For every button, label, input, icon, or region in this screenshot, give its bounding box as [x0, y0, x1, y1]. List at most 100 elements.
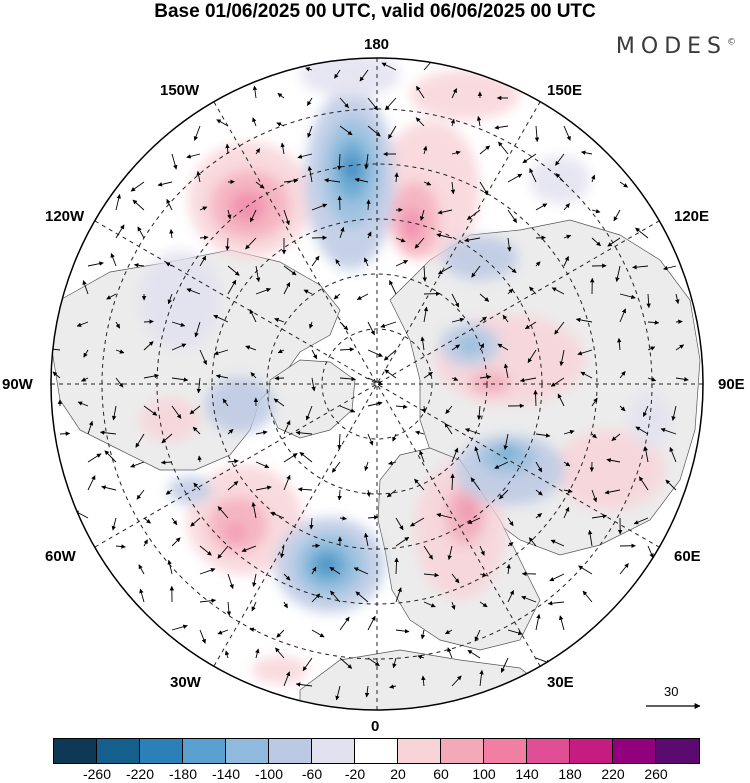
wind-arrow [227, 209, 232, 220]
wind-arrow [419, 209, 425, 221]
wind-arrow [333, 293, 341, 300]
wind-arrow [529, 286, 537, 295]
wind-arrow [503, 433, 509, 451]
wind-arrow [305, 67, 313, 72]
wind-arrow [227, 279, 237, 295]
wind-arrow [422, 265, 427, 282]
colorbar-swatch [398, 739, 441, 763]
wind-arrow [330, 590, 341, 603]
wind-arrow [245, 345, 257, 351]
wind-arrow [380, 321, 397, 328]
wind-arrow [52, 371, 61, 379]
colorbar-swatch [226, 739, 269, 763]
wind-arrow [193, 482, 201, 491]
wind-arrow [364, 685, 370, 698]
wind-arrow [295, 682, 313, 687]
wind-arrow [557, 393, 565, 407]
colorbar-tick-label: 60 [433, 766, 449, 782]
wind-arrow [389, 684, 397, 689]
wind-arrow [366, 489, 371, 497]
colorbar-tick-label: 20 [390, 766, 406, 782]
wind-arrow [161, 433, 173, 444]
wind-arrow [476, 405, 482, 421]
wind-arrow [422, 145, 428, 155]
wind-arrow [226, 601, 232, 616]
wind-arrow [309, 321, 314, 329]
wind-arrow [503, 363, 509, 379]
wind-arrow [420, 629, 426, 640]
colorbar-tick-label: 180 [558, 766, 582, 782]
wind-arrow [394, 172, 399, 183]
wind-arrow [255, 485, 272, 491]
wind-arrow [115, 193, 121, 211]
wind-arrow [143, 517, 151, 524]
wind-arrow [171, 321, 186, 327]
colorbar-tick-label: -20 [344, 766, 366, 782]
wind-arrow [83, 349, 89, 358]
wind-arrow [563, 234, 572, 239]
wind-arrow [339, 657, 353, 669]
wind-arrow [500, 657, 509, 673]
wind-arrow [665, 479, 677, 491]
colorbar-swatch [441, 739, 484, 763]
lon-label-90e: 90E [718, 376, 745, 393]
colorbar-ticks: -260 -220 -180 -140 -100 -60 -20 20 60 100 140 180 2… [0, 766, 750, 783]
wind-arrow [199, 235, 209, 240]
wind-arrow [111, 405, 117, 421]
wind-arrow [417, 655, 425, 660]
wind-arrow [498, 489, 509, 500]
wind-arrow [227, 480, 239, 491]
wind-arrow [280, 545, 285, 559]
wind-arrow [423, 181, 432, 186]
wind-arrow [451, 376, 459, 381]
wind-arrow [354, 177, 369, 183]
wind-arrow [535, 461, 543, 473]
wind-arrow [436, 233, 453, 239]
wind-arrow [675, 377, 689, 382]
wind-arrow [519, 377, 537, 383]
wind-arrow [606, 458, 621, 463]
wind-arrow [355, 591, 369, 603]
wind-arrow [479, 545, 485, 556]
colorbar-tick-label: -260 [82, 766, 112, 782]
wind-arrow [359, 69, 369, 82]
wind-arrow [577, 349, 593, 356]
wind-arrow [307, 165, 313, 183]
map-title: Base 01/06/2025 00 UTC, valid 06/06/2025… [154, 1, 596, 22]
wind-arrow [522, 153, 537, 164]
wind-arrow [467, 649, 481, 659]
colorbar [53, 738, 700, 764]
wind-arrow [339, 321, 349, 331]
wind-arrow [199, 629, 206, 644]
wind-arrow [535, 203, 548, 211]
wind-arrow [563, 506, 570, 519]
wind-arrow [190, 517, 201, 527]
wind-arrow [638, 476, 649, 491]
wind-arrow [130, 181, 145, 192]
wind-arrow [563, 203, 570, 211]
wind-arrow [471, 265, 481, 278]
graticule [51, 58, 703, 710]
wind-arrow [255, 265, 261, 283]
wind-arrow [635, 227, 649, 239]
wind-arrow [575, 317, 593, 323]
colorbar-swatch [656, 739, 699, 763]
wind-arrow [450, 473, 455, 491]
wind-arrow [311, 593, 321, 603]
wind-arrow [115, 224, 125, 239]
wind-arrow [255, 430, 268, 435]
wind-arrow [199, 545, 212, 556]
wind-arrow [111, 517, 117, 531]
wind-arrow [186, 153, 201, 159]
wind-arrow [277, 349, 285, 354]
wind-arrow [534, 125, 540, 143]
wind-arrow [550, 377, 565, 387]
colorbar-tick-label: 220 [601, 766, 625, 782]
wind-arrow [270, 512, 285, 519]
wind-arrow [494, 461, 509, 469]
wind-vectors [51, 58, 689, 701]
colorbar-tick-label: 260 [644, 766, 668, 782]
wind-arrow [299, 451, 313, 463]
wind-arrow [547, 601, 565, 606]
wind-arrow [559, 349, 565, 367]
